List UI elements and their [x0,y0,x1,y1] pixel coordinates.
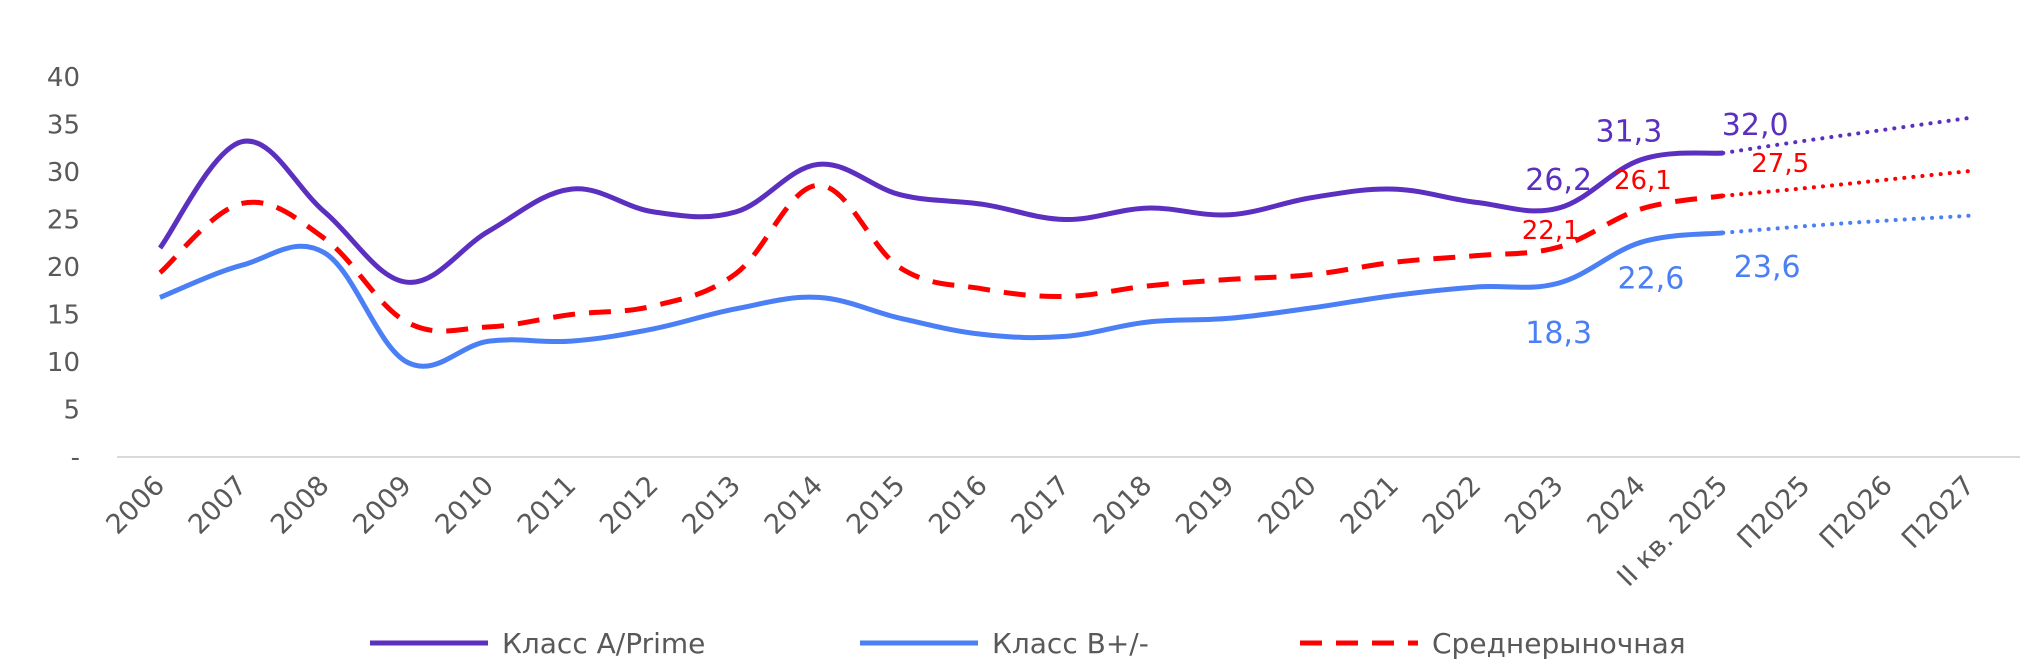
x-tick-label: 2018 [1088,470,1159,541]
x-tick-label: 2014 [759,470,830,541]
x-tick-label: 2019 [1170,470,1241,541]
series-1-line [159,230,1724,369]
x-tick-label: 2009 [347,470,418,541]
series-1-forecast-line [1721,213,1972,235]
legend-label: Среднерыночная [1432,627,1686,660]
data-labels: 26,231,3 32,0 18,3 22,6 23,6 22,1 26,1 27,5 [1522,108,1809,351]
y-tick-label: 5 [63,396,80,426]
x-tick-label: 2017 [1005,470,1076,541]
data-label: 31,3 [1596,115,1663,150]
x-tick-label: 2011 [512,470,583,541]
series-layer [157,115,1972,369]
x-tick-label: 2021 [1335,470,1406,541]
x-tick-label: 2020 [1252,470,1323,541]
series-2-line [158,182,1724,334]
y-axis-ticks: - 5 10 15 20 25 30 35 40 [47,63,80,473]
y-tick-label: 30 [47,158,80,188]
y-tick-label: 25 [47,206,80,236]
data-label: 18,3 [1525,316,1592,351]
x-tick-label: 2006 [100,470,171,541]
data-label: 22,6 [1618,261,1685,296]
x-tick-label: 2012 [594,470,665,541]
data-label: 23,6 [1734,250,1801,285]
data-label: 22,1 [1522,216,1580,246]
x-tick-label: 2024 [1581,470,1652,541]
legend-item: Класс B+/- [860,627,1149,660]
legend-item: Класс A/Prime [370,627,705,660]
data-label: 32,0 [1722,108,1789,143]
x-tick-label: 2022 [1417,470,1488,541]
x-tick-label: П2025 [1732,470,1817,555]
x-tick-label: 2023 [1499,470,1570,541]
y-tick-label: 10 [47,348,80,378]
x-tick-label: 2010 [430,470,501,541]
data-label: 27,5 [1751,149,1809,179]
x-tick-label: П2027 [1896,470,1981,555]
y-tick-label: 20 [47,253,80,283]
x-tick-label: 2007 [183,470,254,541]
legend-label: Класс A/Prime [502,627,705,660]
x-axis-ticks: 2006 2007 2008 2009 2010 2011 2012 2013 2014 2015… [100,470,1981,593]
x-tick-label: 2013 [676,470,747,541]
series-2-forecast-line [1721,169,1972,198]
x-tick-label: 2015 [841,470,912,541]
legend: Класс A/Prime Класс B+/- Среднерыночная [370,627,1686,660]
x-tick-label: П2026 [1814,470,1899,555]
y-tick-label: 15 [47,301,80,331]
series-0-line [157,138,1724,285]
x-tick-label: 2016 [923,470,994,541]
data-label: 26,1 [1614,166,1672,196]
y-tick-label: 40 [47,63,80,93]
y-tick-label: - [71,443,80,473]
y-tick-label: 35 [47,111,80,141]
data-label: 26,2 [1525,163,1592,198]
series-0-forecast-line [1721,115,1972,155]
legend-label: Класс B+/- [992,627,1149,660]
x-tick-label: 2008 [265,470,336,541]
legend-item: Среднерыночная [1300,627,1686,660]
